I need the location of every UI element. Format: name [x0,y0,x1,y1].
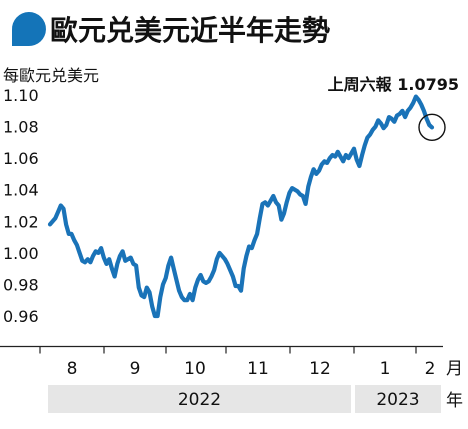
x-tick-marks [39,346,417,354]
year-band: 2022 2023 [48,385,441,413]
chart-header: 歐元兑美元近半年走勢 [11,12,330,47]
x-tick-labels: 8 9 10 11 12 1 2 [67,359,436,379]
year-band-segment [355,385,441,413]
x-tick-label: 11 [247,359,269,379]
x-tick-label: 12 [309,359,331,379]
latest-point-marker [418,113,446,142]
year-label: 2023 [376,390,419,410]
y-tick-label: 1.10 [3,86,39,105]
year-label: 2022 [178,390,221,410]
x-tick-label: 10 [184,359,206,379]
chart-title: 歐元兑美元近半年走勢 [50,14,330,47]
y-tick-label: 1.00 [3,244,39,263]
year-band-segment [48,385,351,413]
y-tick-label: 1.04 [3,181,39,200]
x-tick-label: 1 [380,359,391,379]
y-axis-unit: 每歐元兑美元 [3,66,99,85]
latest-rate-label: 上周六報 1.0795 [328,75,459,94]
y-tick-label: 1.06 [3,149,39,168]
y-tick-labels: 0.96 0.98 1.00 1.02 1.04 1.06 1.08 1.10 [3,86,39,326]
x-tick-label: 2 [425,359,436,379]
y-tick-label: 1.08 [3,118,39,137]
series-line [47,94,435,319]
speech-bubble-icon [11,12,46,47]
y-tick-label: 0.96 [3,307,39,326]
x-axis-year-unit: 年 [446,391,463,411]
y-tick-label: 0.98 [3,275,39,294]
y-tick-label: 1.02 [3,212,39,231]
x-axis-month-unit: 月 [446,359,463,379]
x-tick-label: 8 [67,359,78,379]
x-tick-label: 9 [130,359,141,379]
